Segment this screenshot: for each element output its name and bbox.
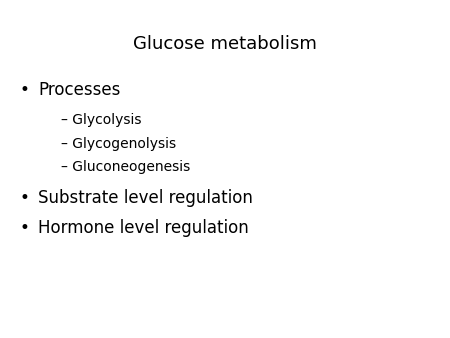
Text: Processes: Processes [38, 80, 121, 99]
Text: •: • [20, 80, 30, 99]
Text: •: • [20, 219, 30, 237]
Text: Hormone level regulation: Hormone level regulation [38, 219, 249, 237]
Text: Substrate level regulation: Substrate level regulation [38, 189, 253, 207]
Text: – Gluconeogenesis: – Gluconeogenesis [61, 160, 190, 174]
Text: – Glycolysis: – Glycolysis [61, 113, 141, 127]
Text: Glucose metabolism: Glucose metabolism [133, 35, 317, 53]
Text: •: • [20, 189, 30, 207]
Text: – Glycogenolysis: – Glycogenolysis [61, 137, 176, 151]
